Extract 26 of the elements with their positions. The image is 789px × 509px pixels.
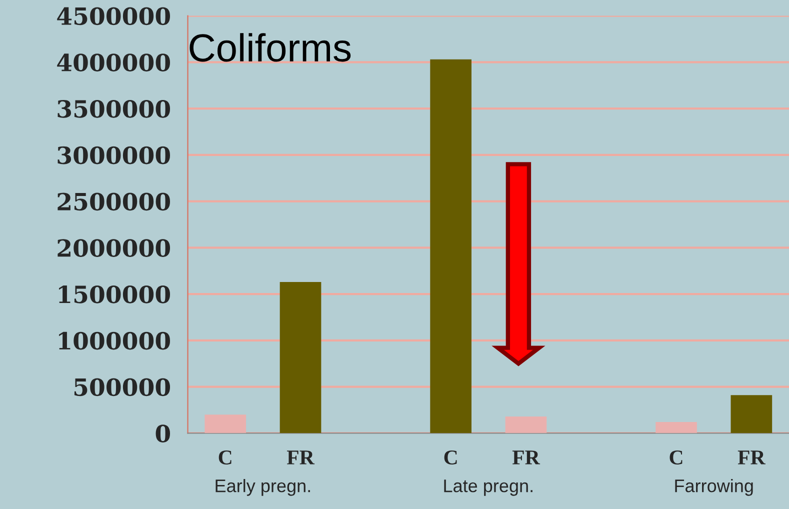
text: Farrowing xyxy=(675,478,753,496)
y-tick-label: 2000000 xyxy=(58,239,170,257)
y-tick-label: 4000000 xyxy=(57,54,170,72)
y-tick-label: 3500000 xyxy=(58,100,170,118)
y-tick-label: 3000000 xyxy=(58,146,170,164)
bar xyxy=(280,282,322,434)
x-tick-label: FR xyxy=(512,450,540,464)
y-tick-label: 2500000 xyxy=(58,192,170,211)
y-tick-label: 4500000 xyxy=(57,7,170,26)
x-tick-label: C xyxy=(218,450,232,464)
x-tick-label: C xyxy=(444,450,457,464)
y-tick-label: 1500000 xyxy=(59,285,170,304)
bar xyxy=(730,395,772,434)
y-tick-label: 1000000 xyxy=(59,332,170,350)
bar xyxy=(204,414,246,434)
x-tick-label: FR xyxy=(738,450,766,464)
text: Late pregn. xyxy=(444,480,532,496)
x-tick-label: C xyxy=(670,450,682,464)
bar xyxy=(656,422,697,434)
bar xyxy=(505,416,547,434)
y-tick-label: 0 xyxy=(156,424,170,442)
text: Early pregn. xyxy=(216,478,310,496)
bar xyxy=(430,59,472,434)
y-tick-label: 500000 xyxy=(74,378,170,396)
chart-title: Coliforms xyxy=(190,33,351,62)
x-tick-label: FR xyxy=(286,450,315,464)
